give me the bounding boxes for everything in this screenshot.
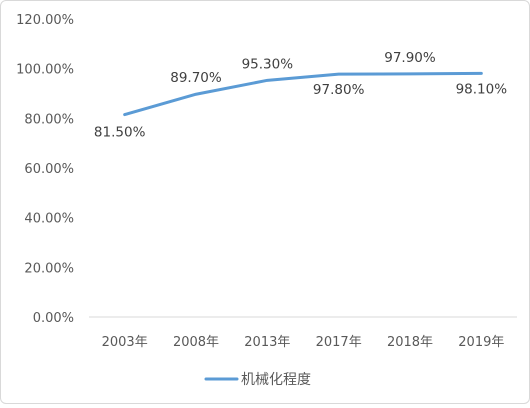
series-group: [123, 71, 483, 117]
data-label: 97.90%: [384, 50, 436, 66]
y-tick-label: 0.00%: [33, 311, 74, 326]
x-axis: 2003年 2008年 2013年 2017年 2018年 2019年: [89, 316, 517, 350]
y-tick-label: 120.00%: [16, 13, 74, 28]
data-label: 97.80%: [313, 82, 365, 98]
x-tick-label: 2018年: [387, 335, 433, 350]
y-tick-label: 60.00%: [24, 162, 74, 177]
x-tick-label: 2003年: [102, 335, 148, 350]
data-labels: 81.50% 89.70% 95.30% 97.80% 97.90% 98.10%: [94, 50, 507, 141]
x-tick-label: 2013年: [244, 335, 290, 350]
data-label: 89.70%: [170, 70, 222, 86]
data-label: 98.10%: [456, 81, 508, 97]
y-tick-label: 40.00%: [24, 212, 74, 227]
legend: 机械化程度: [204, 372, 311, 388]
data-label: 81.50%: [94, 125, 146, 141]
x-tick-label: 2019年: [458, 335, 504, 350]
legend-label: 机械化程度: [241, 372, 311, 388]
x-tick-label: 2017年: [316, 335, 362, 350]
y-axis: 0.00% 20.00% 40.00% 60.00% 80.00% 100.00% 120.…: [16, 13, 74, 326]
y-tick-label: 100.00%: [16, 63, 74, 78]
y-tick-label: 20.00%: [24, 261, 74, 276]
data-label: 95.30%: [242, 56, 294, 72]
x-tick-label: 2008年: [173, 335, 219, 350]
series-line: [123, 71, 483, 117]
y-tick-label: 80.00%: [24, 112, 74, 127]
